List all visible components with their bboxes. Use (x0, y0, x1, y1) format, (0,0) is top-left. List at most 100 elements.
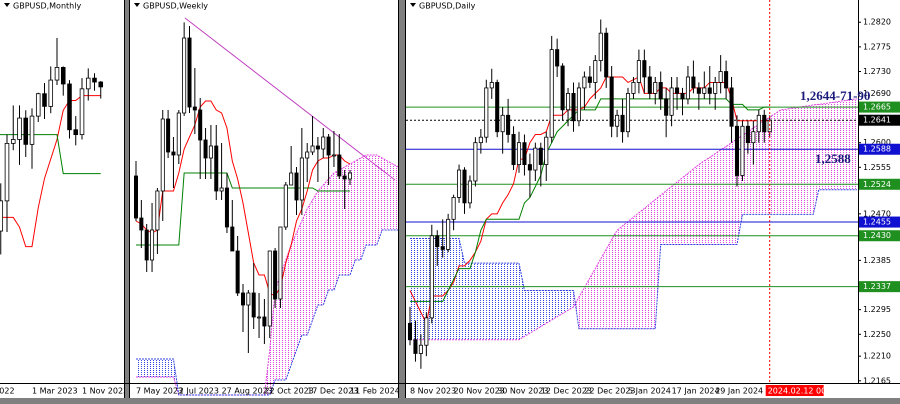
candle-body (435, 235, 440, 248)
cloud-segment (141, 359, 147, 377)
cloud-segment (595, 258, 601, 329)
chart-title: GBPUSD,Weekly (143, 2, 208, 11)
y-tick-label: 1.2555 (863, 163, 891, 172)
cloud-segment (562, 290, 569, 314)
cloud-segment (540, 290, 547, 327)
candle-body (511, 134, 516, 165)
level-label: 1.2641 (863, 116, 891, 125)
candle-body (251, 292, 256, 318)
y-tick-label: 1.2820 (863, 18, 891, 27)
candle-body (155, 190, 160, 231)
candle-body (533, 147, 538, 171)
cloud-segment (628, 217, 634, 329)
candle-body (187, 37, 192, 108)
cloud-segment (698, 160, 705, 245)
cloud-segment (589, 268, 596, 329)
cloud-segment (459, 238, 465, 340)
cloud-segment (687, 168, 694, 245)
cloud-segment (726, 142, 732, 245)
cloud-segment (162, 359, 169, 377)
x-tick-label: 7 May 2023 (136, 387, 183, 396)
indicator-line (0, 134, 101, 175)
cloud-segment (453, 238, 460, 340)
candle-body (326, 136, 331, 156)
x-tick-label: 22 Dec 2023 (584, 387, 635, 396)
candle-body (35, 93, 41, 117)
x-tick-label: 29 Jan 2024 (715, 387, 763, 396)
candle-body (347, 172, 353, 180)
y-tick-label: 1.2470 (863, 209, 891, 218)
x-tick-label: 17 Dec 2023 (307, 387, 358, 396)
candle-body (680, 93, 685, 100)
cloud-segment (366, 155, 372, 245)
level-label: 1.2337 (863, 282, 891, 291)
candle-body (451, 197, 456, 220)
candle-body (160, 118, 165, 192)
candle-body (664, 98, 669, 116)
cloud-segment (638, 208, 645, 329)
cloud-segment (437, 238, 443, 340)
x-tick-label: 12 Dec 2023 (541, 387, 592, 396)
candle-body (133, 175, 139, 219)
cloud-segment (677, 177, 683, 245)
candle-body (549, 49, 554, 138)
trend-line (184, 17, 396, 181)
candle-body (267, 250, 272, 327)
candle-body (321, 136, 326, 150)
cloud-segment (442, 238, 449, 340)
candle-body (467, 180, 472, 204)
cloud-segment (152, 359, 158, 377)
candle-body (67, 83, 72, 131)
candle-body (0, 200, 4, 232)
cloud-segment (387, 161, 393, 230)
candle-body (85, 77, 91, 90)
cloud-segment (611, 230, 618, 329)
candle-body (522, 142, 527, 165)
y-tick-label: 1.2165 (863, 376, 891, 385)
cloud-segment (350, 161, 356, 275)
candle-body (729, 87, 734, 127)
candle-body (593, 60, 598, 83)
candle-body (740, 125, 745, 176)
candle-body (555, 49, 560, 67)
cloud-segment (682, 173, 688, 245)
candle-body (219, 187, 224, 192)
candle-body (734, 125, 740, 176)
x-tick-label: 22 Oct 2023 (264, 387, 313, 396)
chart-title: GBPUSD,Daily (419, 2, 476, 11)
cloud-segment (524, 290, 530, 337)
candle-body (527, 164, 532, 171)
cloud-segment (846, 99, 852, 190)
cloud-segment (660, 190, 667, 245)
x-tick-label: 1 Mar 2023 (32, 387, 78, 396)
candle-body (636, 60, 641, 83)
cloud-segment (851, 98, 857, 190)
cloud-segment (666, 186, 672, 245)
candle-body (214, 145, 219, 192)
candle-body (4, 142, 10, 202)
candle-body (457, 169, 462, 198)
y-tick-label: 1.2775 (863, 42, 891, 51)
cloud-segment (818, 103, 825, 190)
cloud-segment (775, 109, 781, 215)
cloud-segment (323, 179, 329, 305)
x-tick-label: 11 Feb 2024 (350, 387, 400, 396)
candle-body (571, 93, 576, 122)
cloud-segment (546, 290, 552, 324)
candle-body (92, 77, 97, 83)
cloud-segment (780, 109, 787, 215)
candle-body (587, 76, 592, 83)
candle-body (283, 184, 288, 228)
candle-body (598, 32, 603, 61)
candle-body (240, 292, 246, 306)
x-tick-label: 17 Jan 2024 (672, 387, 720, 396)
level-label-bg (859, 178, 900, 190)
candle-body (139, 217, 144, 231)
candle-body (294, 172, 299, 201)
candle-body (631, 82, 636, 94)
level-label-bg (859, 101, 900, 113)
cloud-edge (410, 189, 857, 330)
candle-body (208, 145, 213, 159)
candle-body (413, 339, 418, 354)
